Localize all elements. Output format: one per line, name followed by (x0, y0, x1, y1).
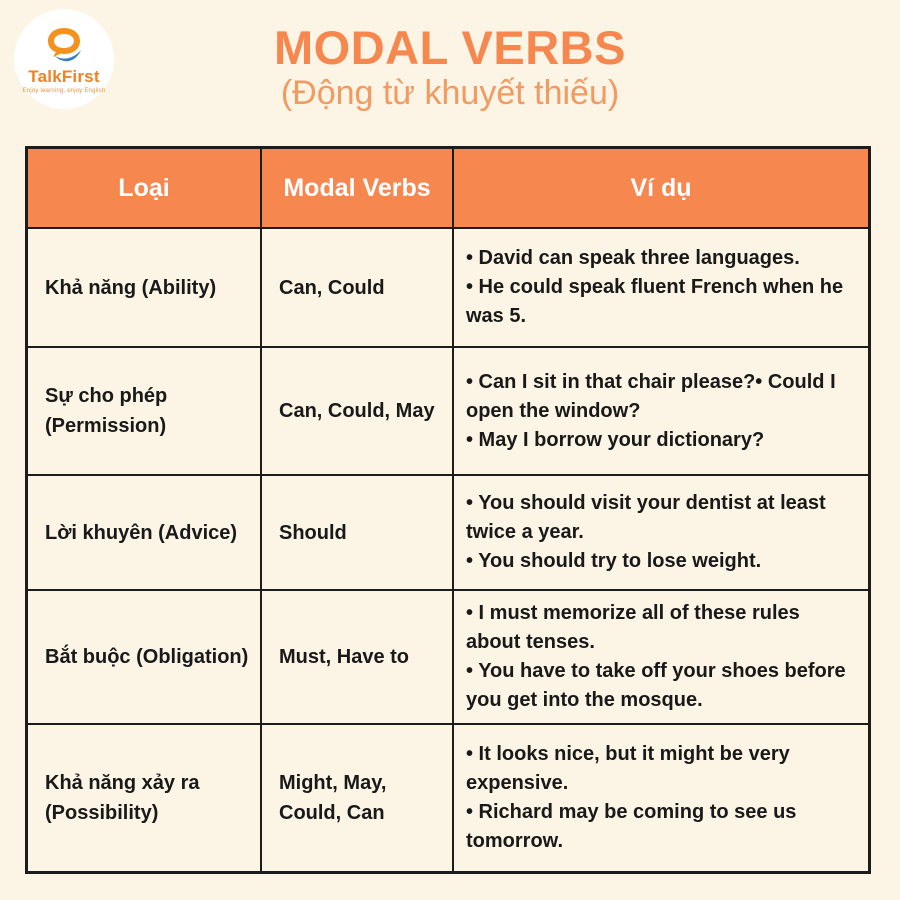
row-permission-type: Sự cho phép (Permission) (28, 348, 260, 474)
row-obligation-examples: • I must memorize all of these rules abo… (454, 591, 868, 723)
example-line: • You have to take off your shoes before… (466, 660, 846, 711)
logo-brand-text: TalkFirst (28, 66, 100, 86)
row-possibility-examples: • It looks nice, but it might be very ex… (454, 725, 868, 871)
talkfirst-logo: TalkFirst Enjoy learning, enjoy English (14, 9, 114, 109)
row-advice-verbs: Should (262, 476, 452, 589)
example-line: • Richard may be coming to see us tomorr… (466, 801, 797, 852)
bubble-swoosh-shape (54, 49, 81, 61)
row-advice-type: Lời khuyên (Advice) (28, 476, 260, 589)
page-subtitle: (Động từ khuyết thiếu) (280, 74, 620, 112)
column-header-vi-du: Ví dụ (454, 149, 868, 227)
row-possibility-verbs: Might, May, Could, Can (262, 725, 452, 871)
example-line: • You should visit your dentist at least… (466, 492, 826, 543)
example-line: • It looks nice, but it might be very ex… (466, 743, 790, 794)
speech-bubble-icon (48, 27, 81, 61)
column-header-loai: Loại (28, 149, 260, 227)
row-ability-type: Khả năng (Ability) (28, 229, 260, 346)
row-permission-examples: • Can I sit in that chair please?• Could… (454, 348, 868, 474)
row-obligation-type: Bắt buộc (Obligation) (28, 591, 260, 723)
example-line: • Can I sit in that chair please?• Could… (466, 370, 836, 422)
bubble-swirl-shape (48, 27, 80, 57)
page-title: MODAL VERBS (274, 21, 626, 74)
row-obligation-verbs: Must, Have to (262, 591, 452, 723)
example-line: • I must memorize all of these rules abo… (466, 602, 800, 653)
row-advice-examples: • You should visit your dentist at least… (454, 476, 868, 589)
row-ability-verbs: Can, Could (262, 229, 452, 346)
example-line: • You should try to lose weight. (466, 550, 762, 572)
logo-tagline-text: Enjoy learning, enjoy English (22, 87, 106, 94)
example-line: • May I borrow your dictionary? (466, 428, 765, 451)
column-header-modal-verbs: Modal Verbs (262, 149, 452, 227)
row-possibility-type: Khả năng xảy ra (Possibility) (28, 725, 260, 871)
row-permission-verbs: Can, Could, May (262, 348, 452, 474)
example-line: • David can speak three languages. (466, 247, 800, 269)
modal-verbs-table: Loại Modal Verbs Ví dụ Khả năng (Ability… (25, 146, 871, 874)
example-line: • He could speak fluent French when he w… (466, 276, 844, 327)
row-ability-examples: • David can speak three languages. • He … (454, 229, 868, 346)
